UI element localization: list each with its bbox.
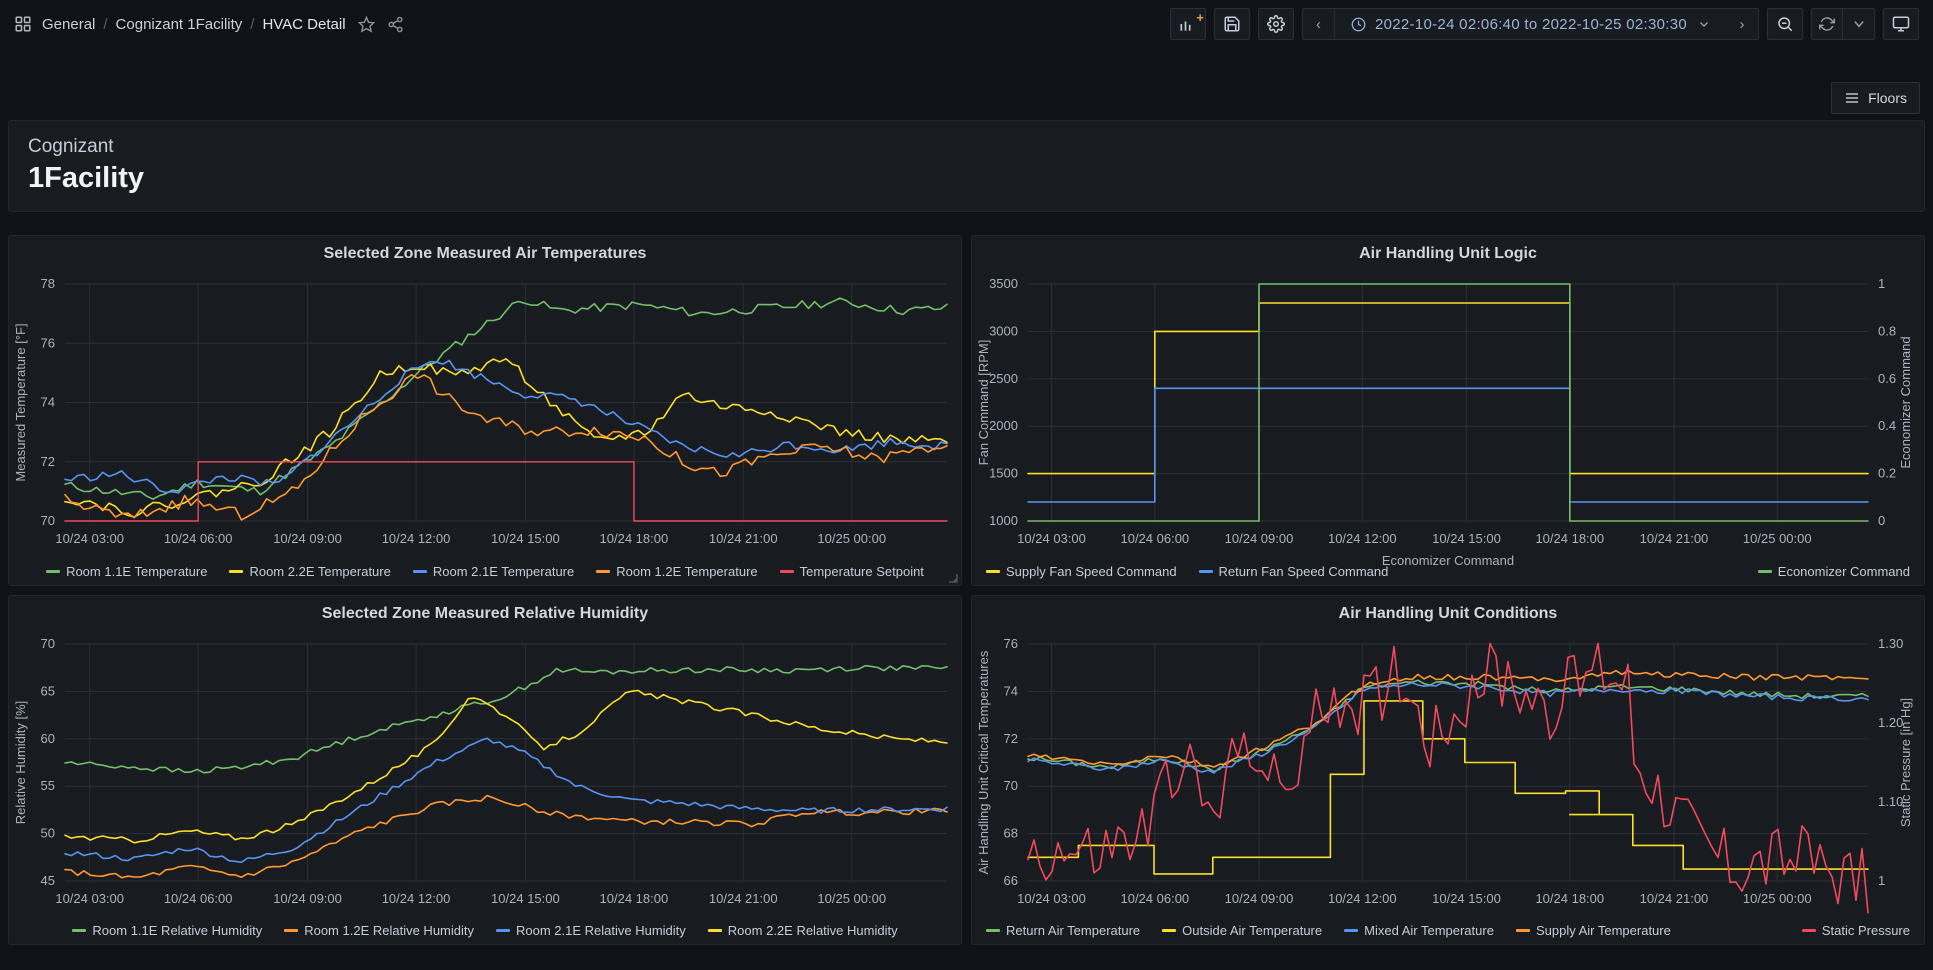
svg-text:10/24 21:00: 10/24 21:00 [1640, 531, 1709, 546]
svg-text:70: 70 [41, 513, 55, 528]
svg-text:3500: 3500 [989, 276, 1018, 291]
svg-text:10/24 18:00: 10/24 18:00 [600, 891, 669, 906]
svg-text:1500: 1500 [989, 466, 1018, 481]
svg-text:50: 50 [41, 825, 55, 840]
svg-text:3000: 3000 [989, 323, 1018, 338]
svg-text:1.30: 1.30 [1878, 636, 1903, 651]
svg-text:10/24 18:00: 10/24 18:00 [1535, 891, 1604, 906]
svg-text:1000: 1000 [989, 513, 1018, 528]
svg-text:70: 70 [41, 636, 55, 651]
svg-text:10/24 18:00: 10/24 18:00 [1535, 531, 1604, 546]
svg-text:Air Handling Unit Critical Tem: Air Handling Unit Critical Temperatures [976, 650, 991, 874]
svg-text:10/24 03:00: 10/24 03:00 [1017, 531, 1086, 546]
svg-text:Static Pressure [in Hg]: Static Pressure [in Hg] [1898, 697, 1913, 826]
svg-text:0.2: 0.2 [1878, 466, 1896, 481]
svg-text:10/24 03:00: 10/24 03:00 [1017, 891, 1086, 906]
svg-text:76: 76 [41, 335, 55, 350]
svg-text:60: 60 [41, 730, 55, 745]
svg-text:74: 74 [41, 395, 55, 410]
svg-text:1: 1 [1878, 276, 1885, 291]
svg-text:10/24 03:00: 10/24 03:00 [55, 531, 124, 546]
svg-text:74: 74 [1004, 683, 1018, 698]
svg-text:10/25 00:00: 10/25 00:00 [1743, 891, 1812, 906]
svg-text:10/24 15:00: 10/24 15:00 [1432, 891, 1501, 906]
svg-text:Measured Temperature [°F]: Measured Temperature [°F] [13, 323, 28, 481]
svg-text:10/24 06:00: 10/24 06:00 [1120, 531, 1189, 546]
svg-text:Fan Command [RPM]: Fan Command [RPM] [976, 340, 991, 466]
svg-text:10/24 06:00: 10/24 06:00 [164, 891, 233, 906]
svg-text:0: 0 [1878, 513, 1885, 528]
svg-text:Economizer Command: Economizer Command [1898, 336, 1913, 468]
svg-text:10/24 15:00: 10/24 15:00 [491, 531, 560, 546]
svg-text:10/24 18:00: 10/24 18:00 [600, 531, 669, 546]
svg-text:10/25 00:00: 10/25 00:00 [1743, 531, 1812, 546]
svg-text:10/24 21:00: 10/24 21:00 [709, 531, 778, 546]
svg-text:66: 66 [1004, 873, 1018, 888]
svg-text:0.6: 0.6 [1878, 371, 1896, 386]
svg-text:10/24 06:00: 10/24 06:00 [164, 531, 233, 546]
svg-text:2500: 2500 [989, 371, 1018, 386]
svg-text:68: 68 [1004, 825, 1018, 840]
svg-text:10/24 12:00: 10/24 12:00 [1328, 891, 1397, 906]
svg-text:1: 1 [1878, 873, 1885, 888]
svg-text:2000: 2000 [989, 418, 1018, 433]
svg-text:10/24 09:00: 10/24 09:00 [1225, 531, 1294, 546]
svg-text:10/24 03:00: 10/24 03:00 [55, 891, 124, 906]
svg-text:65: 65 [41, 683, 55, 698]
svg-text:10/24 21:00: 10/24 21:00 [709, 891, 778, 906]
svg-text:10/24 09:00: 10/24 09:00 [273, 891, 342, 906]
svg-text:45: 45 [41, 873, 55, 888]
svg-text:10/25 00:00: 10/25 00:00 [817, 891, 886, 906]
svg-text:10/24 12:00: 10/24 12:00 [382, 891, 451, 906]
svg-text:10/24 12:00: 10/24 12:00 [382, 531, 451, 546]
svg-text:10/24 15:00: 10/24 15:00 [1432, 531, 1501, 546]
svg-text:10/24 21:00: 10/24 21:00 [1640, 891, 1709, 906]
svg-text:0.4: 0.4 [1878, 418, 1896, 433]
svg-text:55: 55 [41, 778, 55, 793]
svg-text:10/24 12:00: 10/24 12:00 [1328, 531, 1397, 546]
svg-text:Relative Humidity [%]: Relative Humidity [%] [13, 700, 28, 824]
svg-text:10/24 06:00: 10/24 06:00 [1120, 891, 1189, 906]
svg-text:10/24 15:00: 10/24 15:00 [491, 891, 560, 906]
svg-text:78: 78 [41, 276, 55, 291]
svg-text:0.8: 0.8 [1878, 323, 1896, 338]
svg-text:72: 72 [41, 454, 55, 469]
svg-text:10/25 00:00: 10/25 00:00 [817, 531, 886, 546]
svg-text:70: 70 [1004, 778, 1018, 793]
svg-text:10/24 09:00: 10/24 09:00 [1225, 891, 1294, 906]
svg-text:10/24 09:00: 10/24 09:00 [273, 531, 342, 546]
svg-text:72: 72 [1004, 730, 1018, 745]
svg-text:76: 76 [1004, 636, 1018, 651]
